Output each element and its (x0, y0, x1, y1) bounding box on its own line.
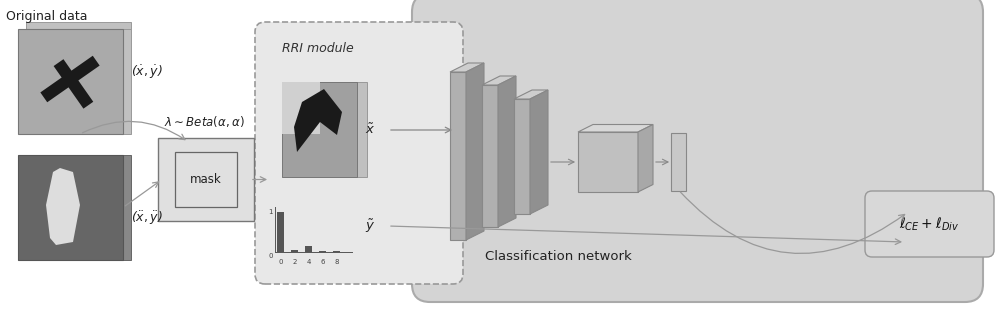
Polygon shape (26, 22, 131, 29)
Polygon shape (26, 155, 131, 260)
FancyBboxPatch shape (18, 155, 123, 260)
FancyBboxPatch shape (412, 0, 983, 302)
FancyBboxPatch shape (305, 246, 312, 252)
Text: 2: 2 (292, 259, 297, 265)
Text: 6: 6 (320, 259, 325, 265)
FancyBboxPatch shape (277, 212, 284, 252)
Polygon shape (482, 85, 498, 227)
Text: Classification network: Classification network (485, 250, 632, 263)
FancyBboxPatch shape (333, 251, 340, 252)
FancyBboxPatch shape (158, 138, 254, 221)
FancyBboxPatch shape (291, 250, 298, 252)
Polygon shape (578, 125, 653, 132)
Polygon shape (282, 82, 320, 134)
Text: $\ell_{CE} + \ell_{Div}$: $\ell_{CE} + \ell_{Div}$ (899, 215, 960, 233)
FancyBboxPatch shape (282, 82, 357, 177)
Polygon shape (482, 76, 516, 85)
Text: ($\ddot{x}, \ddot{y}$): ($\ddot{x}, \ddot{y}$) (131, 209, 163, 227)
Text: 1: 1 (268, 209, 273, 215)
Polygon shape (530, 90, 548, 214)
Text: 0: 0 (278, 259, 283, 265)
Text: 0: 0 (268, 253, 273, 259)
Polygon shape (292, 82, 367, 177)
Text: 4: 4 (306, 259, 311, 265)
FancyBboxPatch shape (18, 29, 123, 134)
Polygon shape (498, 76, 516, 227)
Polygon shape (450, 72, 466, 240)
Text: Original data: Original data (6, 10, 88, 23)
Polygon shape (450, 63, 484, 72)
Polygon shape (514, 99, 530, 214)
Polygon shape (466, 63, 484, 240)
Polygon shape (294, 89, 342, 152)
Text: ($\dot{x}, \dot{y}$): ($\dot{x}, \dot{y}$) (131, 63, 163, 81)
FancyBboxPatch shape (865, 191, 994, 257)
Polygon shape (638, 125, 653, 192)
Polygon shape (40, 56, 100, 109)
Polygon shape (578, 132, 638, 192)
Text: RRI module: RRI module (282, 42, 354, 55)
FancyBboxPatch shape (319, 251, 326, 252)
Polygon shape (46, 168, 80, 245)
FancyBboxPatch shape (671, 133, 686, 191)
Polygon shape (514, 90, 548, 99)
Text: 8: 8 (334, 259, 339, 265)
Text: $\lambda$$\sim$$Beta(\alpha,\alpha)$: $\lambda$$\sim$$Beta(\alpha,\alpha)$ (164, 114, 245, 129)
Polygon shape (26, 29, 131, 134)
Text: $\tilde{x}$: $\tilde{x}$ (365, 123, 375, 137)
Text: mask: mask (190, 173, 222, 186)
Text: $\tilde{y}$: $\tilde{y}$ (365, 217, 375, 235)
FancyBboxPatch shape (255, 22, 463, 284)
